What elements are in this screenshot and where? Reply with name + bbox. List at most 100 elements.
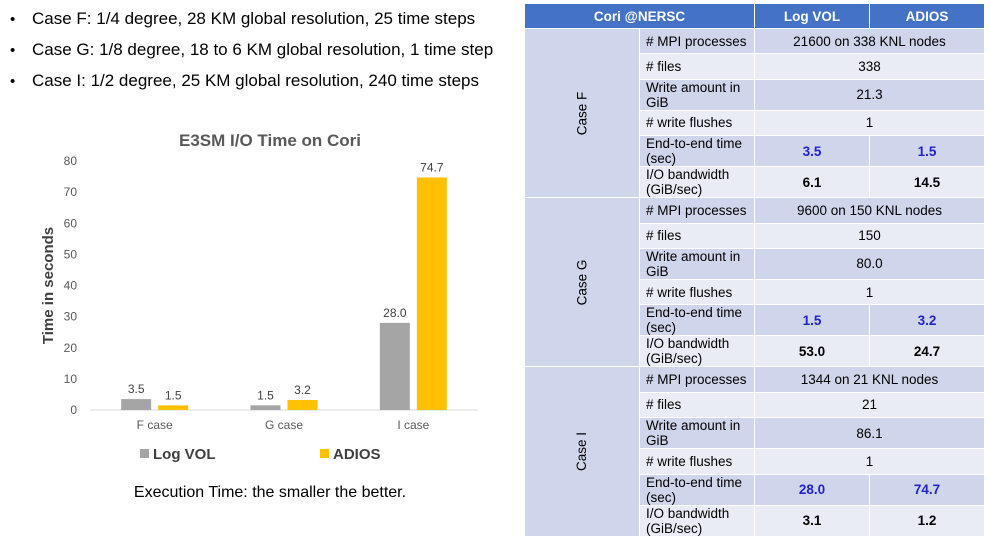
x-tick-label: G case [265,418,303,432]
metric-cell: End-to-end time (sec) [639,473,755,506]
table-row: Write amount in GiB 80.0 [525,247,985,280]
case-group-label: Case I [524,366,640,537]
value-cell: 21 [754,391,985,419]
value-cell: 1 [754,278,985,306]
table-row: Case I # MPI processes 1344 on 21 KNL node… [524,366,985,537]
table-row: # files 21 [525,391,985,419]
data-label: 3.2 [294,383,311,397]
header-platform: Cori @NERSC [524,3,755,29]
value-cell-adios: 74.7 [869,473,985,506]
value-cell-adios: 1.2 [869,504,985,537]
bullet-marker: • [10,72,16,90]
table-row: # files 338 [525,53,985,80]
bar-log-vol [121,399,152,410]
value-cell-adios: 3.2 [869,304,985,337]
bullet-marker: • [10,10,16,28]
case-label-text: Case F [574,91,590,135]
x-tick-label: F case [137,418,173,432]
header-adios: ADIOS [869,3,985,29]
bar-log-vol [250,405,281,410]
case-label-text: Case I [574,431,590,471]
value-cell: 338 [754,53,985,80]
x-tick-label: I case [397,418,429,432]
metric-cell: # files [639,222,755,249]
bar-adios [416,177,447,410]
y-tick-label: 60 [64,216,78,230]
data-label: 74.7 [420,160,444,174]
bar-chart: E3SM I/O Time on Cori 0 10 20 30 40 50 60 70 80 Ti… [40,131,478,463]
value-cell-log-vol: 53.0 [754,335,870,368]
value-cell-log-vol: 6.1 [754,166,870,199]
table-row: I/O bandwidth (GiB/sec) 53.0 24.7 [525,335,985,368]
data-label: 1.5 [257,388,274,402]
chart-caption: Execution Time: the smaller the better. [133,484,407,501]
bullet-text: Case I: 1/2 degree, 25 KM global resolut… [32,71,479,90]
bullet-text: Case G: 1/8 degree, 18 to 6 KM global re… [32,40,494,59]
value-cell: 21600 on 338 KNL nodes [754,27,985,55]
chart-title: E3SM I/O Time on Cori [179,131,361,150]
value-cell: 80.0 [754,247,985,280]
value-cell-adios: 14.5 [869,166,985,199]
table-row: Write amount in GiB 86.1 [525,417,985,450]
data-label: 1.5 [165,388,182,402]
case-group-label: Case G [524,197,640,368]
table-row: I/O bandwidth (GiB/sec) 6.1 14.5 [525,166,985,199]
value-cell-log-vol: 1.5 [754,304,870,337]
legend-swatch [320,449,329,458]
value-cell-adios: 1.5 [869,135,985,168]
metric-cell: End-to-end time (sec) [639,135,755,168]
y-tick-label: 50 [64,247,78,261]
value-cell: 9600 on 150 KNL nodes [754,197,985,224]
value-cell: 21.3 [754,78,985,111]
y-axis-label: Time in seconds [40,227,57,344]
y-tick-label: 0 [70,403,77,417]
table-row: End-to-end time (sec) 3.5 1.5 [525,135,985,168]
y-tick-label: 10 [64,372,78,386]
bullet-item: • Case I: 1/2 degree, 25 KM global resol… [10,68,479,94]
bar-adios [158,405,189,410]
value-cell: 1344 on 21 KNL nodes [754,366,985,393]
metric-cell: # write flushes [639,278,755,306]
value-cell-log-vol: 28.0 [754,473,870,506]
table-row: Case F # MPI processes 21600 on 338 KNL no… [524,27,985,199]
value-cell: 150 [754,222,985,249]
metric-cell: # MPI processes [639,366,755,393]
metric-cell: # MPI processes [639,197,755,224]
table-header-row: Cori @NERSC Log VOL ADIOS [524,3,985,29]
value-cell-adios: 24.7 [869,335,985,368]
y-tick-label: 70 [64,185,78,199]
value-cell-log-vol: 3.1 [754,504,870,537]
y-tick-label: 80 [64,154,78,168]
value-cell: 1 [754,109,985,137]
metric-cell: I/O bandwidth (GiB/sec) [639,166,755,199]
metric-cell: Write amount in GiB [639,417,755,450]
bullet-marker: • [10,41,16,59]
case-label-text: Case G [574,259,590,306]
metric-cell: Write amount in GiB [639,247,755,280]
table-body: Case F # MPI processes 21600 on 338 KNL no… [524,27,985,537]
legend-swatch [140,449,149,458]
legend-label: Log VOL [153,446,216,463]
table-row: End-to-end time (sec) 28.0 74.7 [525,473,985,506]
metric-cell: # files [639,53,755,80]
metric-cell: End-to-end time (sec) [639,304,755,337]
case-group-label: Case F [524,27,640,199]
metric-cell: # write flushes [639,448,755,475]
bullet-item: • Case G: 1/8 degree, 18 to 6 KM global … [10,37,493,63]
header-log-vol: Log VOL [754,3,870,29]
metric-cell: I/O bandwidth (GiB/sec) [639,504,755,537]
y-tick-label: 40 [64,279,78,293]
bar-log-vol [379,322,410,410]
legend-label: ADIOS [333,446,381,463]
value-cell: 86.1 [754,417,985,450]
bar-adios [287,400,318,410]
metric-cell: # files [639,391,755,419]
data-label: 3.5 [128,382,145,396]
table-row: # write flushes 1 [525,109,985,137]
bullet-item: • Case F: 1/4 degree, 28 KM global resol… [10,6,475,32]
metric-cell: # write flushes [639,109,755,137]
table-row: Case G # MPI processes 9600 on 150 KNL nod… [524,197,985,368]
value-cell: 1 [754,448,985,475]
bullet-text: Case F: 1/4 degree, 28 KM global resolut… [32,9,476,28]
metric-cell: I/O bandwidth (GiB/sec) [639,335,755,368]
